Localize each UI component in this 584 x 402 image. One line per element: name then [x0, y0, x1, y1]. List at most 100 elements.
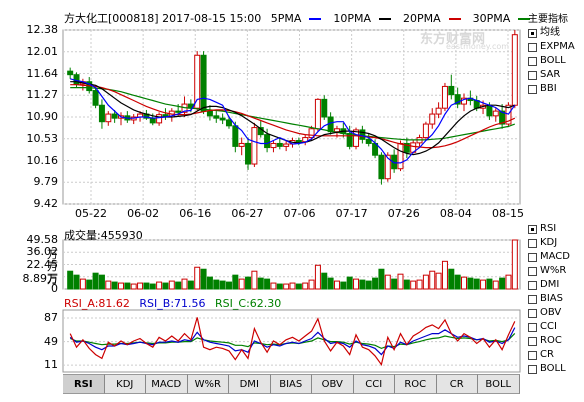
volume-bar [505, 274, 512, 290]
checkbox-icon[interactable] [528, 294, 537, 304]
tab-obv[interactable]: OBV [312, 374, 354, 394]
checkbox-icon[interactable] [528, 308, 537, 318]
volume-tick-label: 0 [51, 282, 58, 295]
candle-body [270, 142, 277, 149]
indicator-label: W%R [540, 265, 567, 276]
main-indicator-bbi[interactable]: BBI [528, 82, 584, 96]
ma5-line [70, 78, 516, 164]
volume-bar [225, 281, 232, 290]
sub-indicator-macd[interactable]: MACD [528, 250, 584, 264]
ma-legend-swatch [448, 18, 461, 20]
checkbox-icon[interactable] [528, 28, 537, 38]
volume-bar [92, 272, 99, 290]
volume-bar [327, 277, 334, 290]
main-indicator-list: 均线 EXPMA BOLL SAR BBI [528, 26, 584, 96]
tab-macd[interactable]: MACD [146, 374, 188, 394]
checkbox-icon[interactable] [528, 336, 537, 346]
volume-bar [143, 282, 150, 290]
candle-body [486, 104, 493, 117]
sub-indicator-obv[interactable]: OBV [528, 306, 584, 320]
tab-bias[interactable]: BIAS [270, 374, 312, 394]
volume-bar [137, 282, 144, 290]
volume-bar [416, 279, 423, 290]
tab-boll[interactable]: BOLL [478, 374, 520, 394]
candle-body [232, 125, 239, 147]
volume-bar [117, 282, 124, 290]
sub-indicator-roc[interactable]: ROC [528, 334, 584, 348]
date-tick-label: 06-16 [179, 207, 212, 220]
candle-body [219, 117, 226, 121]
indicator-label: BIAS [540, 293, 563, 304]
sub-indicator-cr[interactable]: CR [528, 348, 584, 362]
volume-bar [410, 280, 417, 290]
indicator-label: CR [540, 349, 554, 360]
ma-legend-label: 5PMA [270, 12, 302, 25]
checkbox-icon[interactable] [528, 252, 537, 262]
volume-bar [79, 278, 86, 290]
sub-indicator-rsi[interactable]: RSI [528, 222, 584, 236]
checkbox-icon[interactable] [528, 364, 537, 374]
main-indicator-[interactable]: 均线 [528, 26, 584, 40]
candle-body [295, 140, 302, 143]
candle-body [92, 90, 99, 106]
volume-bar [333, 280, 340, 290]
candle-body [111, 113, 118, 119]
volume-bar [156, 281, 163, 290]
checkbox-icon[interactable] [528, 70, 537, 80]
tab-wr[interactable]: W%R [187, 374, 229, 394]
checkbox-icon[interactable] [528, 42, 537, 52]
main-indicator-sar[interactable]: SAR [528, 68, 584, 82]
ma-legend-item: 30PMA [473, 12, 537, 25]
indicator-label: BBI [540, 83, 557, 94]
checkbox-icon[interactable] [528, 350, 537, 360]
tab-cci[interactable]: CCI [353, 374, 395, 394]
candle-body [511, 34, 518, 106]
candle-body [346, 132, 353, 147]
rsi-b-line [69, 327, 516, 356]
price-tick-label: 10.16 [26, 153, 59, 167]
volume-bar [86, 279, 93, 290]
tab-roc[interactable]: ROC [395, 374, 437, 394]
candle-body [67, 70, 74, 76]
checkbox-icon[interactable] [528, 322, 537, 332]
tab-dmi[interactable]: DMI [229, 374, 271, 394]
main-indicator-boll[interactable]: BOLL [528, 54, 584, 68]
sub-indicator-kdj[interactable]: KDJ [528, 236, 584, 250]
checkbox-icon[interactable] [528, 84, 537, 94]
sub-indicator-list: RSI KDJ MACD W%R DMI BIAS OBV CCI ROC CR BOLL [528, 222, 584, 376]
candle-body [499, 110, 506, 125]
candle-body [98, 104, 105, 123]
sub-indicator-cci[interactable]: CCI [528, 320, 584, 334]
checkbox-icon[interactable] [528, 56, 537, 66]
date-tick-label: 08-15 [492, 207, 524, 220]
date-tick-label: 05-22 [75, 207, 107, 220]
volume-bar [391, 278, 398, 290]
volume-bar [162, 282, 169, 290]
volume-tick-label: 49.58万 [26, 233, 59, 261]
tab-kdj[interactable]: KDJ [104, 374, 146, 394]
checkbox-icon[interactable] [528, 224, 537, 234]
sub-indicator-wr[interactable]: W%R [528, 264, 584, 278]
stock-title: 方大化工[000818] 2017-08-15 15:00 [64, 12, 262, 25]
volume-bar [486, 278, 493, 290]
volume-bar [149, 283, 156, 290]
checkbox-icon[interactable] [528, 238, 537, 248]
sub-indicator-boll[interactable]: BOLL [528, 362, 584, 376]
main-indicator-expma[interactable]: EXPMA [528, 40, 584, 54]
volume-bar [270, 282, 277, 290]
checkbox-icon[interactable] [528, 280, 537, 290]
volume-bar [124, 282, 131, 290]
checkbox-icon[interactable] [528, 266, 537, 276]
price-tick-label: 9.79 [33, 175, 59, 189]
ma-legend-item: 10PMA [333, 12, 397, 25]
sub-indicator-bias[interactable]: BIAS [528, 292, 584, 306]
sub-indicator-dmi[interactable]: DMI [528, 278, 584, 292]
candle-body [384, 154, 391, 180]
tab-rsi[interactable]: RSI [63, 374, 105, 394]
candle-body [245, 142, 252, 165]
candle-body [264, 134, 271, 149]
candle-body [175, 110, 182, 113]
tab-cr[interactable]: CR [436, 374, 478, 394]
volume-bar [105, 280, 112, 290]
volume-bar [378, 268, 385, 290]
